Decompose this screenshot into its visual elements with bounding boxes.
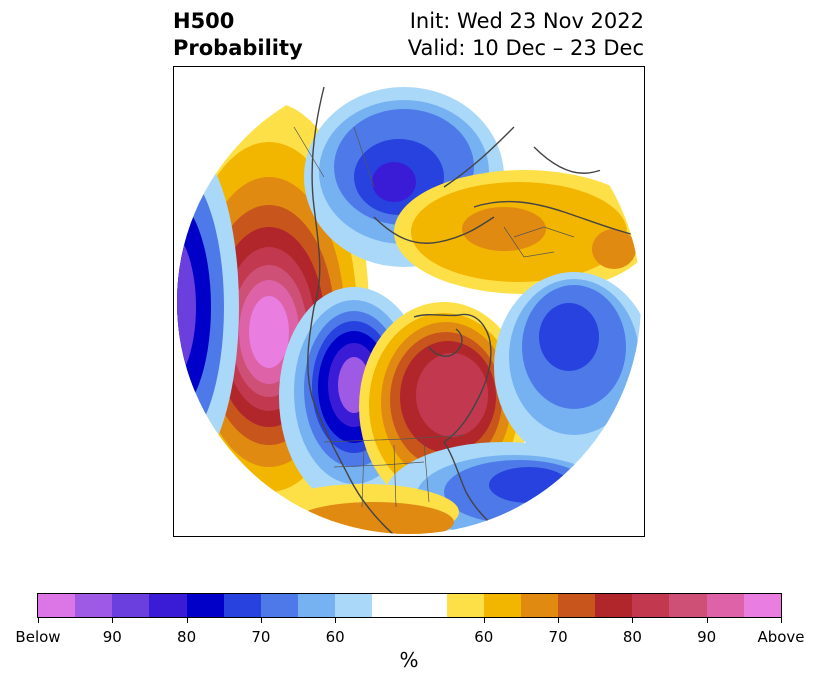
colorbar bbox=[37, 593, 782, 618]
political-borders bbox=[293, 126, 575, 508]
colorbar-segment bbox=[112, 594, 150, 617]
colorbar-segment bbox=[743, 594, 781, 617]
valid-range: Valid: 10 Dec – 23 Dec bbox=[407, 36, 644, 60]
colorbar-tick-mark bbox=[632, 618, 634, 623]
colorbar-tick-mark bbox=[483, 618, 485, 623]
colorbar-tick-mark bbox=[260, 618, 262, 623]
colorbar-segment bbox=[75, 594, 113, 617]
colorbar-segment bbox=[632, 594, 670, 617]
colorbar-segment bbox=[706, 594, 744, 617]
colorbar-tick-label: Below bbox=[15, 628, 61, 646]
colorbar-tick-mark bbox=[186, 618, 188, 623]
map-svg bbox=[177, 70, 641, 534]
colorbar-tick-label: 80 bbox=[177, 628, 197, 646]
forecast-dates: Init: Wed 23 Nov 2022 Valid: 10 Dec – 23… bbox=[408, 8, 644, 62]
colorbar-tick-label: 80 bbox=[622, 628, 642, 646]
colorbar-segment bbox=[38, 594, 76, 617]
colorbar-segment bbox=[557, 594, 596, 617]
title-line-1: H500 bbox=[173, 9, 235, 33]
colorbar-tick-label: 70 bbox=[548, 628, 568, 646]
ridge-northern-asia bbox=[394, 170, 641, 294]
colorbar-tick-mark bbox=[335, 618, 337, 623]
colorbar-segment bbox=[483, 594, 521, 617]
map-disk bbox=[177, 70, 641, 534]
colorbar-segment bbox=[297, 594, 336, 617]
colorbar-tick-label: 70 bbox=[251, 628, 271, 646]
chart-title: H500 Probability bbox=[173, 8, 303, 62]
colorbar-tick-mark bbox=[38, 618, 39, 623]
colorbar-segment bbox=[223, 594, 261, 617]
colorbar-tick-label: Above bbox=[757, 628, 805, 646]
colorbar-segment bbox=[520, 594, 558, 617]
colorbar-tick-mark bbox=[781, 618, 782, 623]
colorbar-segment bbox=[260, 594, 298, 617]
colorbar-tick-label: 60 bbox=[474, 628, 494, 646]
colorbar-tick-label: 90 bbox=[697, 628, 717, 646]
colorbar-tick-mark bbox=[112, 618, 114, 623]
coastlines bbox=[307, 86, 641, 534]
init-date: Init: Wed 23 Nov 2022 bbox=[409, 9, 644, 33]
title-line-2: Probability bbox=[173, 36, 303, 60]
colorbar-tick-mark bbox=[706, 618, 708, 623]
colorbar-tick-label: 60 bbox=[325, 628, 345, 646]
colorbar-tick-mark bbox=[558, 618, 560, 623]
colorbar-segment bbox=[149, 594, 187, 617]
colorbar-segment bbox=[669, 594, 707, 617]
probability-map bbox=[173, 66, 645, 537]
colorbar-tick-label: 90 bbox=[102, 628, 122, 646]
colorbar-segment bbox=[335, 594, 373, 617]
colorbar-segment bbox=[595, 594, 633, 617]
colorbar-segment bbox=[446, 594, 484, 617]
colorbar-segment bbox=[186, 594, 224, 617]
colorbar-unit-label: % bbox=[399, 648, 419, 672]
colorbar-neutral-segment bbox=[372, 594, 447, 617]
